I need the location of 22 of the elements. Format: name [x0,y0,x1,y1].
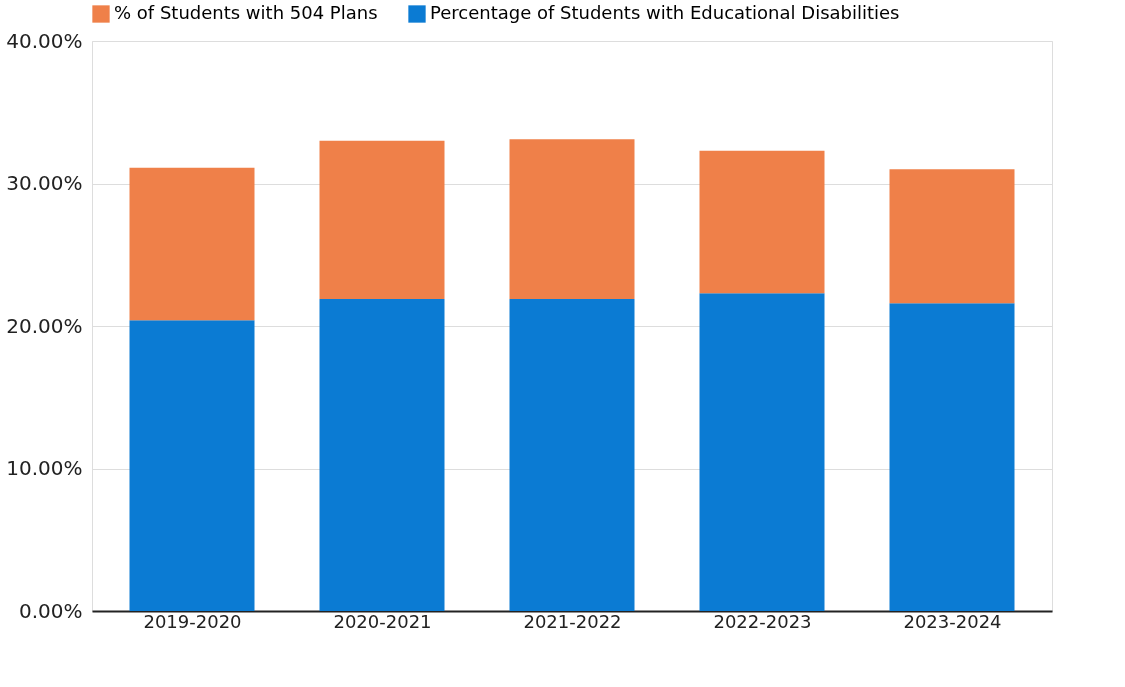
bar [509,298,635,611]
x-tick-label: 2019-2020 [143,610,242,632]
bar [509,139,635,299]
bar [699,150,825,294]
x-tick-label: 2022-2023 [713,610,812,632]
x-tick-label: 2023-2024 [903,610,1002,632]
bar [129,167,255,321]
legend-label: % of Students with 504 Plans [114,2,378,23]
x-tick-label: 2021-2022 [523,610,622,632]
bar [889,169,1015,304]
legend-label: Percentage of Students with Educational Disabilities [430,2,900,23]
x-tick-label: 2020-2021 [333,610,432,632]
bar [129,320,255,611]
y-tick-label: 30.00% [6,171,83,195]
bar [319,298,445,611]
bar [699,293,825,611]
y-tick-label: 20.00% [6,313,83,338]
y-tick-label: 10.00% [6,456,83,480]
y-tick-label: 40.00% [6,28,83,53]
bar [319,140,445,299]
bar [889,303,1015,611]
y-tick-label: 0.00% [18,598,83,623]
